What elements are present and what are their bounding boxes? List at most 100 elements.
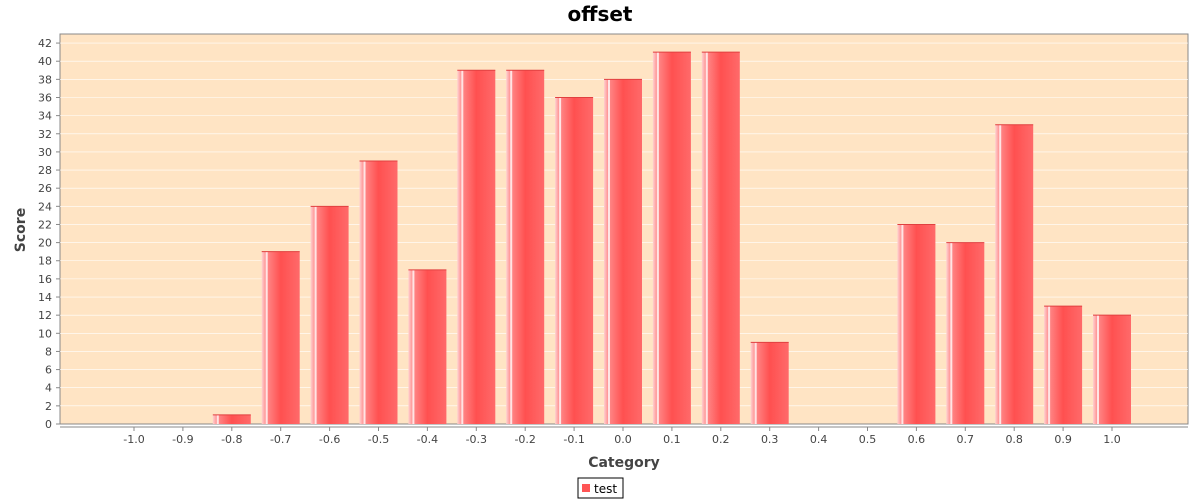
x-axis: -1.0 -0.9 -0.8 -0.7 -0.6 -0.5 -0.4 -0.3 -0.2 -0.1… xyxy=(60,426,1188,446)
bar-highlight xyxy=(559,97,562,424)
y-tick-label: 24 xyxy=(38,200,52,213)
bar-body xyxy=(506,70,545,425)
bar-body xyxy=(995,124,1034,424)
bars xyxy=(212,51,1131,425)
bar-highlight xyxy=(1097,315,1099,424)
bar-body xyxy=(701,52,740,425)
x-tick-label: 0.2 xyxy=(712,433,730,446)
x-tick-label: 0.5 xyxy=(859,433,877,446)
x-tick-label: 0.1 xyxy=(663,433,681,446)
x-tick-label: -1.0 xyxy=(123,433,144,446)
bar-highlight xyxy=(999,124,1002,424)
bar-body xyxy=(359,160,398,424)
x-tick-label: -0.1 xyxy=(563,433,584,446)
bar xyxy=(457,69,496,425)
y-tick-label: 30 xyxy=(38,146,52,159)
x-axis-label: Category xyxy=(588,455,660,471)
bar-body xyxy=(652,52,691,425)
bar-highlight xyxy=(754,342,757,424)
bar-body xyxy=(946,242,985,424)
x-tick-label: 0.4 xyxy=(810,433,828,446)
bar xyxy=(1044,305,1083,424)
chart-title: offset xyxy=(568,2,633,26)
bar xyxy=(408,269,447,424)
bar xyxy=(212,414,251,424)
y-tick-label: 6 xyxy=(45,364,52,377)
bar xyxy=(750,341,789,424)
x-tick-label: 0.3 xyxy=(761,433,779,446)
bar-highlight xyxy=(412,269,415,424)
bar xyxy=(701,51,740,425)
bar xyxy=(995,124,1034,424)
legend-label: test xyxy=(594,482,617,496)
y-tick-label: 0 xyxy=(45,418,52,431)
bar xyxy=(310,205,349,424)
bar xyxy=(652,51,691,425)
y-tick-label: 28 xyxy=(38,164,52,177)
x-tick-label: 0.0 xyxy=(614,433,632,446)
bar-body xyxy=(555,97,594,424)
x-tick-label: -0.4 xyxy=(417,433,438,446)
y-tick-label: 2 xyxy=(45,400,52,413)
legend: test xyxy=(577,477,624,499)
bar xyxy=(897,223,936,424)
y-tick-label: 32 xyxy=(38,128,52,141)
y-tick-label: 8 xyxy=(45,345,52,358)
bar-body xyxy=(261,251,300,424)
bar-highlight xyxy=(363,160,366,424)
bar-body xyxy=(1044,306,1083,424)
bar-body xyxy=(604,79,642,424)
y-tick-label: 26 xyxy=(38,182,52,195)
x-tick-label: 0.8 xyxy=(1005,433,1023,446)
bar xyxy=(359,160,398,424)
y-axis-label: Score xyxy=(13,208,29,252)
y-tick-label: 16 xyxy=(38,273,52,286)
bar-highlight xyxy=(314,206,317,424)
y-tick-label: 22 xyxy=(38,218,52,231)
bar xyxy=(555,96,594,424)
bar-highlight xyxy=(901,224,904,424)
x-tick-label: -0.9 xyxy=(172,433,193,446)
x-tick-label: 0.7 xyxy=(957,433,975,446)
bar xyxy=(1093,314,1131,424)
x-tick-label: -0.2 xyxy=(514,433,535,446)
y-tick-label: 34 xyxy=(38,110,52,123)
bar-body xyxy=(897,224,936,424)
bar xyxy=(946,242,985,424)
x-tick-label: -0.5 xyxy=(368,433,389,446)
x-tick-label: 0.9 xyxy=(1054,433,1072,446)
bar-body xyxy=(310,206,349,424)
x-tick-label: 1.0 xyxy=(1103,433,1121,446)
bar-highlight xyxy=(510,70,513,425)
bar-body xyxy=(1093,315,1131,424)
bar-highlight xyxy=(656,52,659,425)
y-tick-label: 20 xyxy=(38,237,52,250)
bar xyxy=(604,78,642,424)
bar-body xyxy=(750,342,789,424)
legend-box xyxy=(577,477,624,499)
bar-body xyxy=(212,414,251,424)
y-tick-label: 10 xyxy=(38,327,52,340)
x-tick-label: -0.6 xyxy=(319,433,340,446)
x-tick-label: -0.8 xyxy=(221,433,242,446)
y-tick-label: 12 xyxy=(38,309,52,322)
legend-swatch xyxy=(582,484,590,492)
bar xyxy=(506,69,545,425)
x-tick-label: -0.7 xyxy=(270,433,291,446)
y-tick-label: 14 xyxy=(38,291,52,304)
bar xyxy=(261,251,300,424)
bar-highlight xyxy=(461,70,464,425)
bar-highlight xyxy=(705,52,708,425)
x-tick-label: -0.3 xyxy=(466,433,487,446)
y-tick-label: 18 xyxy=(38,255,52,268)
bar-highlight xyxy=(216,414,219,424)
y-tick-label: 42 xyxy=(38,37,52,50)
bar-highlight xyxy=(608,79,610,424)
bar-body xyxy=(408,269,447,424)
y-tick-label: 40 xyxy=(38,55,52,68)
y-tick-label: 36 xyxy=(38,91,52,104)
y-tick-label: 4 xyxy=(45,382,52,395)
x-tick-label: 0.6 xyxy=(908,433,926,446)
